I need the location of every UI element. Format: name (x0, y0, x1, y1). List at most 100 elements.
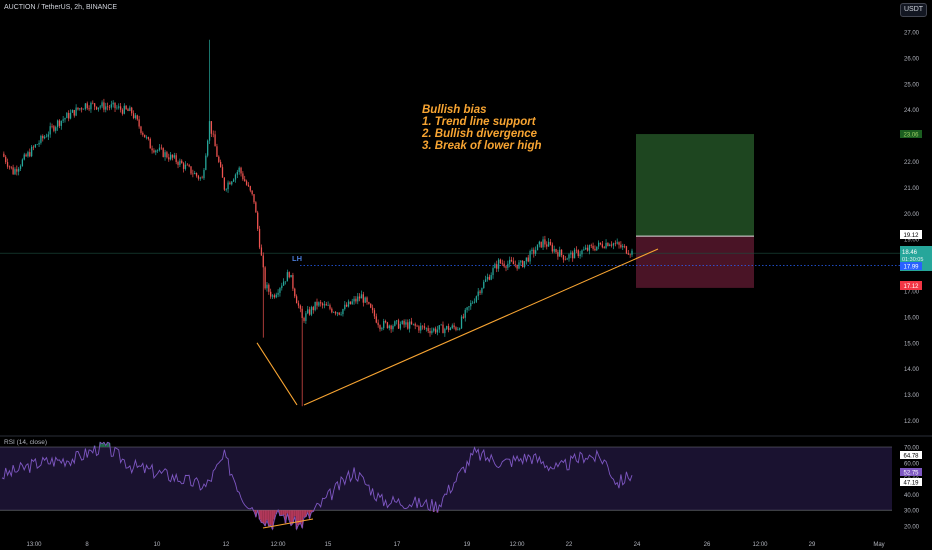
loss-zone[interactable] (636, 236, 754, 288)
candle-body (344, 304, 346, 310)
candle-body (440, 324, 442, 326)
candle-body (23, 154, 25, 160)
candle-body (366, 297, 368, 303)
trendlines[interactable] (256, 248, 659, 406)
candle-body (345, 304, 348, 307)
long-position-tool[interactable] (636, 134, 754, 288)
time-axis[interactable]: 13:00 8 10 12 12:00 15 17 19 12:00 22 24 26 12:00 29 M… (26, 542, 884, 548)
annotation-line-1: Bullish bias (422, 104, 487, 116)
candle-body (194, 173, 196, 175)
candle-body (3, 153, 5, 157)
candle-body (284, 281, 287, 282)
candle-body (90, 102, 92, 110)
candle-body (360, 294, 363, 299)
candle-body (364, 297, 366, 303)
candle-body (347, 301, 350, 307)
candle-body (42, 136, 44, 139)
candle-body (171, 154, 174, 158)
bullish-bias-annotation[interactable]: Bullish bias 1. Trend line support 2. Bu… (421, 104, 542, 152)
candle-body (212, 133, 214, 135)
candle-body (392, 325, 394, 330)
candle-body (386, 322, 389, 329)
price-tick-label: 25.00 (904, 82, 920, 88)
candle-body (134, 115, 137, 119)
candle-body (473, 301, 476, 303)
profit-zone[interactable] (636, 134, 754, 237)
target-badge-text: 23.06 (903, 133, 919, 139)
candle-body (110, 104, 112, 108)
candle-body (136, 115, 138, 120)
candle-body (264, 267, 266, 289)
time-tick-label: May (873, 542, 884, 548)
candle-body (492, 268, 494, 276)
candle-body (390, 325, 392, 330)
candle-body (590, 245, 592, 246)
candle-body (616, 242, 618, 244)
candle-body (290, 275, 292, 278)
candle-body (34, 144, 37, 148)
trendline-2[interactable] (303, 248, 659, 406)
candle-body (484, 279, 487, 282)
candle-body (103, 102, 105, 110)
price-tick-label: 19.00 (904, 238, 920, 244)
candle-body (401, 320, 403, 324)
time-tick-label: 12:00 (752, 542, 768, 548)
trendline-1[interactable] (256, 342, 298, 406)
candle-body (597, 242, 600, 247)
candle-body (308, 309, 311, 315)
candle-body (116, 107, 118, 109)
price-tick-label: 27.00 (904, 31, 920, 37)
time-tick-label: 19 (464, 542, 471, 548)
candle-body (568, 254, 570, 259)
candle-body (245, 181, 248, 185)
candle-body (540, 241, 542, 248)
candle-body (10, 166, 12, 168)
candle-body (436, 329, 439, 333)
candle-body (30, 146, 33, 157)
time-tick-label: 10 (154, 542, 161, 548)
candle-body (490, 275, 492, 280)
candle-body (373, 310, 376, 317)
candle-body (318, 302, 320, 306)
candle-body (199, 177, 201, 179)
candle-body (583, 249, 585, 251)
candle-body (475, 296, 478, 302)
candle-body (383, 321, 385, 329)
rsi-badge-1-text: 64.78 (903, 454, 919, 460)
candle-body (407, 322, 409, 329)
candle-body (509, 259, 511, 264)
candle-body (221, 167, 224, 178)
candle-body (434, 328, 437, 333)
currency-button[interactable]: USDT (900, 3, 927, 17)
candle-body (601, 244, 604, 248)
candle-body (457, 329, 459, 331)
rsi-divergence-line[interactable] (262, 518, 314, 529)
rsi-title: RSI (14, close) (4, 439, 47, 446)
candle-body (520, 260, 522, 263)
candle-body (236, 171, 238, 175)
candle-body (368, 302, 370, 304)
candle-body (566, 258, 568, 260)
candle-body (179, 160, 181, 165)
candle-body (384, 321, 387, 323)
candle-body (169, 154, 172, 160)
candle-body (612, 243, 615, 246)
rsi-band-fill (0, 447, 892, 511)
candle-body (488, 276, 490, 280)
candle-body (329, 305, 331, 309)
candle-body (625, 246, 628, 254)
candle-body (603, 247, 605, 249)
candle-body (577, 250, 579, 257)
candle-body (336, 312, 339, 314)
rsi-badge-1 (900, 451, 922, 459)
candle-body (460, 316, 463, 329)
candle-body (294, 288, 296, 297)
candle-body (320, 302, 322, 304)
candle-body (201, 177, 203, 179)
time-tick-label: 26 (704, 542, 711, 548)
candle-body (166, 152, 168, 158)
price-axis[interactable]: 27.0026.0025.0024.0023.0022.0021.0020.00… (904, 31, 920, 426)
candle-body (75, 107, 77, 116)
